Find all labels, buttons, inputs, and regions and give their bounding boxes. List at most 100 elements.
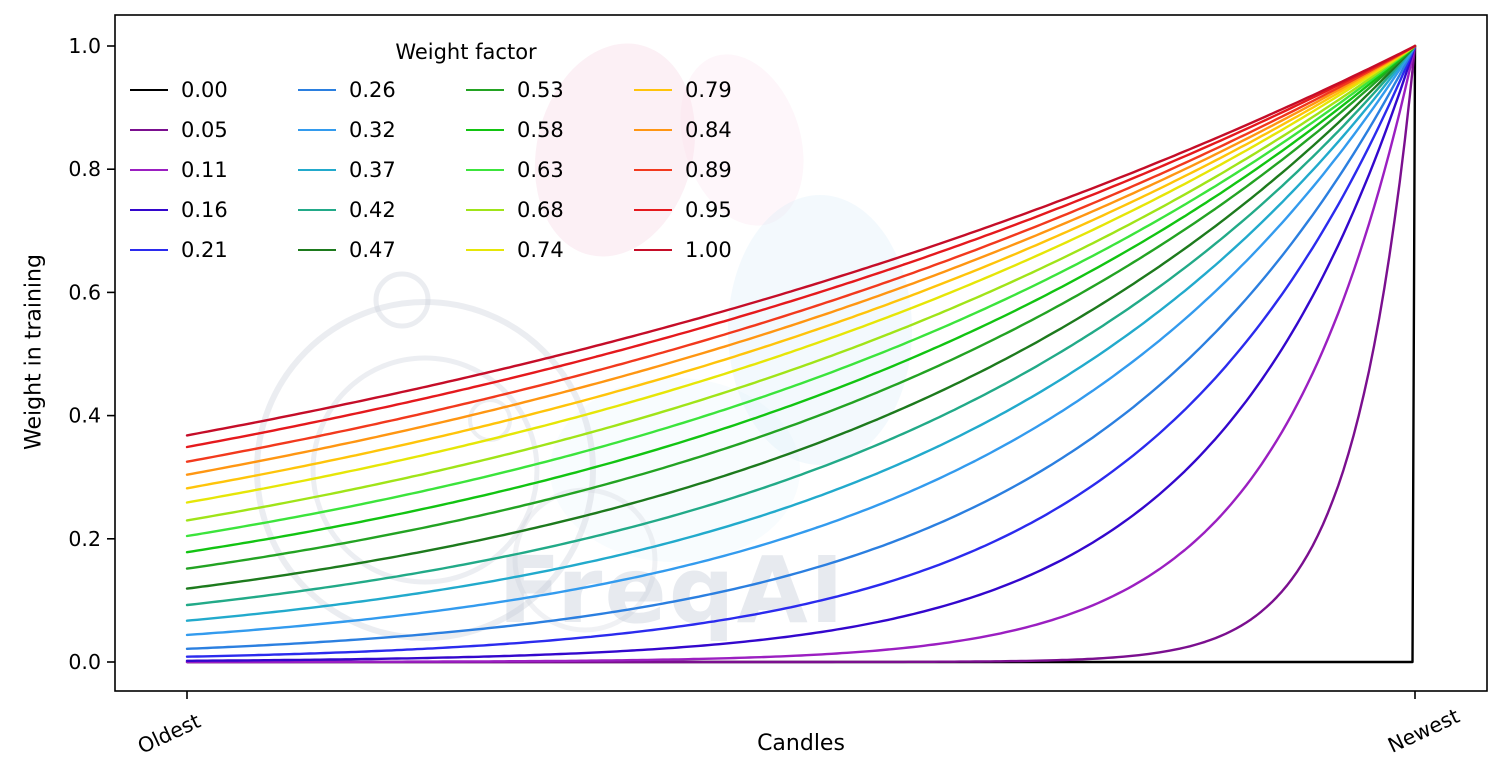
legend-item: 0.05	[130, 117, 298, 142]
legend-grid: 0.00 0.05 0.11 0.16 0.21 0.26 0.32 0.37 0.42 0.47…	[130, 70, 802, 270]
legend-label: 0.16	[181, 197, 228, 222]
legend-item: 0.63	[466, 157, 634, 182]
legend-label: 0.68	[517, 197, 564, 222]
legend-label: 0.11	[181, 157, 228, 182]
series-line-0.63	[185, 44, 1417, 538]
series-line-0.89	[185, 44, 1417, 463]
legend-item: 0.26	[298, 77, 466, 102]
legend-label: 0.00	[181, 77, 228, 102]
series-line-0.58	[185, 44, 1417, 554]
watermark-shape	[254, 299, 596, 641]
y-tick-label: 0.6	[68, 280, 101, 304]
legend-swatch	[130, 248, 168, 252]
series-line-0.32	[185, 44, 1417, 637]
legend-swatch	[466, 88, 504, 92]
series-line-0.68	[185, 44, 1417, 522]
series-line-0.95	[185, 44, 1417, 449]
legend-label: 0.53	[517, 77, 564, 102]
legend-label: 0.26	[349, 77, 396, 102]
legend-item: 0.00	[130, 77, 298, 102]
legend-label: 0.89	[685, 157, 732, 182]
legend-swatch	[130, 128, 168, 132]
legend-label: 0.79	[685, 77, 732, 102]
legend-label: 1.00	[685, 237, 732, 262]
legend-label: 0.32	[349, 117, 396, 142]
series-line-0.74	[185, 44, 1417, 504]
legend-swatch	[130, 208, 168, 212]
legend-swatch	[130, 168, 168, 172]
y-tick-label: 0.4	[68, 404, 101, 428]
legend-item: 0.74	[466, 237, 634, 262]
legend-swatch	[634, 248, 672, 252]
series-line-1.00	[185, 44, 1417, 437]
legend-swatch	[634, 128, 672, 132]
legend-item: 0.95	[634, 197, 802, 222]
legend-label: 0.58	[517, 117, 564, 142]
legend-label: 0.74	[517, 237, 564, 262]
legend-label: 0.47	[349, 237, 396, 262]
watermark-text: FreqAI	[498, 537, 846, 644]
y-axis-label: Weight in training	[21, 254, 47, 450]
series-line-0.47	[185, 44, 1417, 590]
legend-label: 0.21	[181, 237, 228, 262]
watermark-shape	[310, 355, 540, 585]
series-line-0.53	[185, 44, 1417, 570]
legend-swatch	[298, 248, 336, 252]
legend-swatch	[634, 88, 672, 92]
legend-item: 0.84	[634, 117, 802, 142]
legend-swatch	[298, 128, 336, 132]
watermark-shape	[534, 43, 696, 257]
series-lines	[185, 44, 1417, 664]
series-line-0.37	[185, 44, 1417, 622]
legend-swatch	[466, 128, 504, 132]
series-line-0.21	[185, 44, 1417, 658]
series-line-0.79	[185, 44, 1417, 490]
legend-swatch	[298, 208, 336, 212]
watermark: FreqAI	[254, 43, 912, 644]
y-tick-label: 0.0	[68, 650, 101, 674]
legend-label: 0.63	[517, 157, 564, 182]
legend-swatch	[634, 208, 672, 212]
legend-item: 0.16	[130, 197, 298, 222]
legend-title: Weight factor	[395, 40, 537, 64]
watermark-shape	[680, 54, 804, 226]
plot-border	[114, 14, 1488, 692]
legend-swatch	[466, 208, 504, 212]
legend-item: 0.58	[466, 117, 634, 142]
series-line-0.26	[185, 44, 1417, 650]
legend-swatch	[634, 168, 672, 172]
watermark-shape	[373, 271, 431, 329]
legend-item: 0.37	[298, 157, 466, 182]
legend-label: 0.84	[685, 117, 732, 142]
legend-item: 0.89	[634, 157, 802, 182]
series-line-0.42	[185, 44, 1417, 607]
legend-label: 0.05	[181, 117, 228, 142]
legend-item: 0.42	[298, 197, 466, 222]
legend-swatch	[130, 88, 168, 92]
legend-item: 0.68	[466, 197, 634, 222]
legend-item: 0.53	[466, 77, 634, 102]
legend-item: 1.00	[634, 237, 802, 262]
legend-item: 0.79	[634, 77, 802, 102]
legend-item: 0.11	[130, 157, 298, 182]
x-axis-label: Candles	[757, 731, 845, 756]
y-tick-label: 1.0	[68, 34, 101, 58]
legend-label: 0.42	[349, 197, 396, 222]
series-line-0.16	[185, 44, 1417, 662]
y-tick-label: 0.2	[68, 527, 101, 551]
legend-swatch	[298, 168, 336, 172]
legend-label: 0.95	[685, 197, 732, 222]
legend: Weight factor 0.00 0.05 0.11 0.16 0.21 0.26 0.…	[130, 40, 802, 270]
legend-swatch	[298, 88, 336, 92]
y-tick-label: 0.8	[68, 157, 101, 181]
legend-label: 0.37	[349, 157, 396, 182]
legend-item: 0.47	[298, 237, 466, 262]
legend-item: 0.21	[130, 237, 298, 262]
legend-item: 0.32	[298, 117, 466, 142]
series-line-0.11	[185, 44, 1417, 664]
legend-swatch	[466, 168, 504, 172]
legend-swatch	[466, 248, 504, 252]
series-line-0.84	[185, 44, 1417, 476]
